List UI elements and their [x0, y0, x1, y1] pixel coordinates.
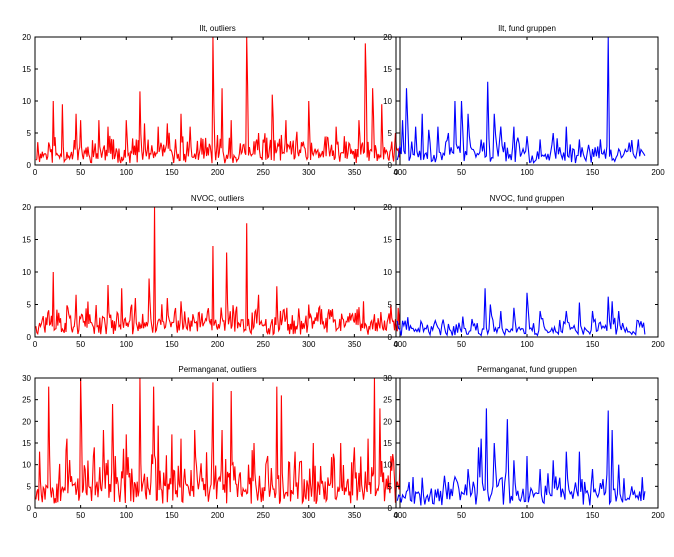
x-tick-label: 150: [586, 340, 600, 349]
x-tick-label: 50: [457, 511, 466, 520]
series-line: [35, 378, 400, 505]
chart-title: Permanganat, fund gruppen: [477, 365, 577, 374]
x-tick-label: 0: [33, 511, 38, 520]
x-tick-label: 100: [520, 168, 534, 177]
y-tick-label: 20: [383, 203, 392, 212]
x-tick-label: 150: [165, 168, 179, 177]
chart-nvoc-fund-gruppen: 0 50 100 150 200 0 5 10 15 20 NVOC, fund gruppen: [383, 194, 665, 349]
y-tick-label: 10: [22, 461, 31, 470]
x-tick-label: 200: [651, 511, 665, 520]
y-tick-label: 15: [383, 65, 392, 74]
y-tick-label: 0: [388, 161, 393, 170]
x-tick-label: 0: [394, 340, 399, 349]
y-tick-label: 15: [22, 65, 31, 74]
y-tick-label: 15: [22, 439, 31, 448]
chart-permanganat-outliers: 0 50 100 150 200 250 300 350 400051015202530Perm…: [22, 365, 407, 520]
y-tick-label: 5: [388, 482, 393, 491]
y-tick-label: 5: [388, 301, 393, 310]
x-tick-label: 0: [394, 168, 399, 177]
x-tick-label: 250: [256, 340, 270, 349]
x-tick-label: 350: [348, 340, 362, 349]
y-tick-label: 20: [22, 417, 31, 426]
y-tick-label: 5: [27, 301, 32, 310]
y-tick-label: 10: [22, 268, 31, 277]
series-line: [396, 408, 646, 506]
y-tick-label: 30: [383, 374, 392, 383]
chart-ilt-fund-gruppen: 0 50 100 150 200 0 5 10 15 20 Ilt, fund gruppen: [383, 24, 665, 177]
y-tick-label: 20: [22, 33, 31, 42]
x-tick-label: 50: [76, 511, 85, 520]
x-tick-label: 0: [33, 168, 38, 177]
x-tick-label: 400: [393, 168, 407, 177]
x-tick-label: 150: [586, 511, 600, 520]
y-tick-label: 0: [27, 504, 32, 513]
series-line: [396, 288, 646, 337]
y-tick-label: 25: [383, 396, 392, 405]
x-tick-label: 250: [256, 511, 270, 520]
series-line: [35, 207, 400, 336]
y-tick-label: 5: [27, 129, 32, 138]
x-tick-label: 300: [302, 168, 316, 177]
y-tick-label: 5: [27, 482, 32, 491]
x-tick-label: 150: [165, 511, 179, 520]
x-tick-label: 100: [520, 340, 534, 349]
x-tick-label: 300: [302, 340, 316, 349]
chart-title: NVOC, outliers: [191, 194, 244, 203]
chart-title: Ilt, outliers: [199, 24, 235, 33]
x-tick-label: 150: [586, 168, 600, 177]
y-tick-label: 10: [22, 97, 31, 106]
x-tick-label: 100: [120, 340, 134, 349]
y-tick-label: 0: [388, 504, 393, 513]
series-line: [396, 37, 646, 164]
x-tick-label: 300: [302, 511, 316, 520]
x-tick-label: 100: [120, 168, 134, 177]
y-tick-label: 10: [383, 268, 392, 277]
x-tick-label: 50: [457, 340, 466, 349]
y-tick-label: 30: [22, 374, 31, 383]
chart-permanganat-fund-gruppen: 0 50 100 150 200 0 5 10 15 20 25 30 Permanganat, fun…: [383, 365, 665, 520]
y-tick-label: 10: [383, 97, 392, 106]
x-tick-label: 200: [211, 511, 225, 520]
x-tick-label: 200: [211, 340, 225, 349]
y-tick-label: 20: [383, 417, 392, 426]
x-tick-label: 400: [393, 511, 407, 520]
chart-title: Ilt, fund gruppen: [498, 24, 556, 33]
chart-title: NVOC, fund gruppen: [490, 194, 565, 203]
y-tick-label: 10: [383, 461, 392, 470]
x-tick-label: 400: [393, 340, 407, 349]
x-tick-label: 150: [165, 340, 179, 349]
y-tick-label: 15: [22, 236, 31, 245]
y-tick-label: 0: [27, 161, 32, 170]
y-tick-label: 5: [388, 129, 393, 138]
x-tick-label: 200: [651, 168, 665, 177]
x-tick-label: 50: [76, 340, 85, 349]
y-tick-label: 20: [22, 203, 31, 212]
x-tick-label: 100: [520, 511, 534, 520]
x-tick-label: 50: [457, 168, 466, 177]
x-tick-label: 350: [348, 511, 362, 520]
x-tick-label: 50: [76, 168, 85, 177]
series-line: [35, 37, 400, 164]
x-tick-label: 200: [211, 168, 225, 177]
x-tick-label: 250: [256, 168, 270, 177]
y-tick-label: 15: [383, 236, 392, 245]
chart-title: Permanganat, outliers: [178, 365, 256, 374]
x-tick-label: 200: [651, 340, 665, 349]
x-tick-label: 350: [348, 168, 362, 177]
y-tick-label: 0: [388, 333, 393, 342]
x-tick-label: 0: [394, 511, 399, 520]
x-tick-label: 0: [33, 340, 38, 349]
y-tick-label: 15: [383, 439, 392, 448]
y-tick-label: 0: [27, 333, 32, 342]
y-tick-label: 25: [22, 396, 31, 405]
y-tick-label: 20: [383, 33, 392, 42]
x-tick-label: 100: [120, 511, 134, 520]
